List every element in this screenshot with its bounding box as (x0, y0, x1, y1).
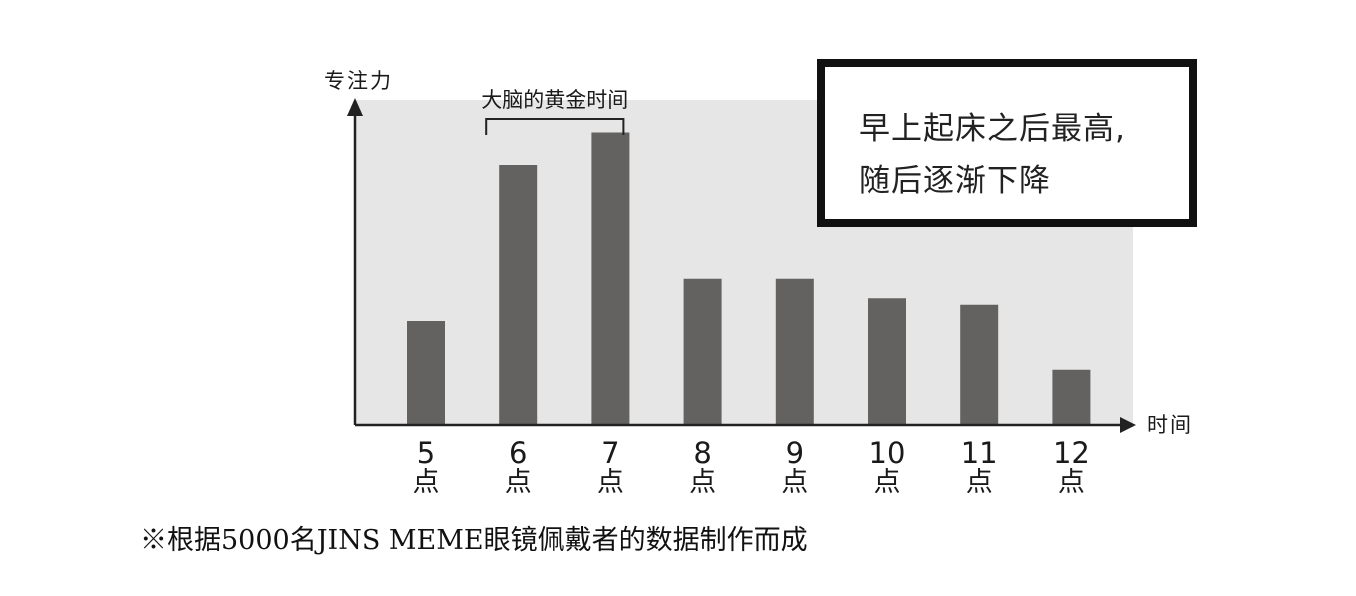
x-tick-number-10: 10 (869, 436, 906, 470)
x-tick-unit-11: 点 (966, 467, 993, 498)
y-axis-label: 专注力 (324, 69, 393, 93)
bar-7 (591, 132, 630, 425)
source-footnote: ※根据5000名JINS MEME眼镜佩戴者的数据制作而成 (140, 525, 808, 556)
x-tick-unit-10: 点 (874, 467, 901, 498)
x-tick-unit-12: 点 (1058, 467, 1085, 498)
golden-time-bracket (485, 118, 625, 135)
bars-layer (407, 132, 1091, 425)
x-tick-unit-7: 点 (597, 467, 624, 498)
callout-line-2: 随后逐渐下降 (859, 163, 1051, 199)
x-tick-unit-5: 点 (413, 467, 440, 498)
x-tick-unit-6: 点 (505, 467, 532, 498)
bar-8 (683, 278, 722, 425)
x-axis-label: 时间 (1147, 413, 1193, 437)
x-tick-number-12: 12 (1053, 436, 1090, 470)
x-tick-number-7: 7 (601, 436, 619, 470)
golden-time-label: 大脑的黄金时间 (481, 88, 628, 112)
y-axis-arrow-icon (347, 98, 363, 116)
x-tick-number-8: 8 (693, 436, 711, 470)
x-tick-unit-8: 点 (689, 467, 716, 498)
bar-5 (407, 321, 445, 425)
bar-11 (960, 304, 999, 425)
bar-9 (775, 278, 814, 425)
x-tick-number-9: 9 (786, 436, 804, 470)
callout-line-1: 早上起床之后最高, (859, 111, 1126, 147)
x-tick-number-5: 5 (417, 436, 435, 470)
bar-10 (868, 298, 906, 425)
bar-6 (499, 165, 538, 425)
x-tick-number-11: 11 (961, 436, 998, 470)
x-tick-unit-9: 点 (781, 467, 808, 498)
x-tick-number-6: 6 (509, 436, 527, 470)
x-axis-arrow-icon (1120, 417, 1136, 433)
bar-12 (1052, 369, 1091, 425)
callout-box: 早上起床之后最高, 随后逐渐下降 (817, 59, 1197, 227)
